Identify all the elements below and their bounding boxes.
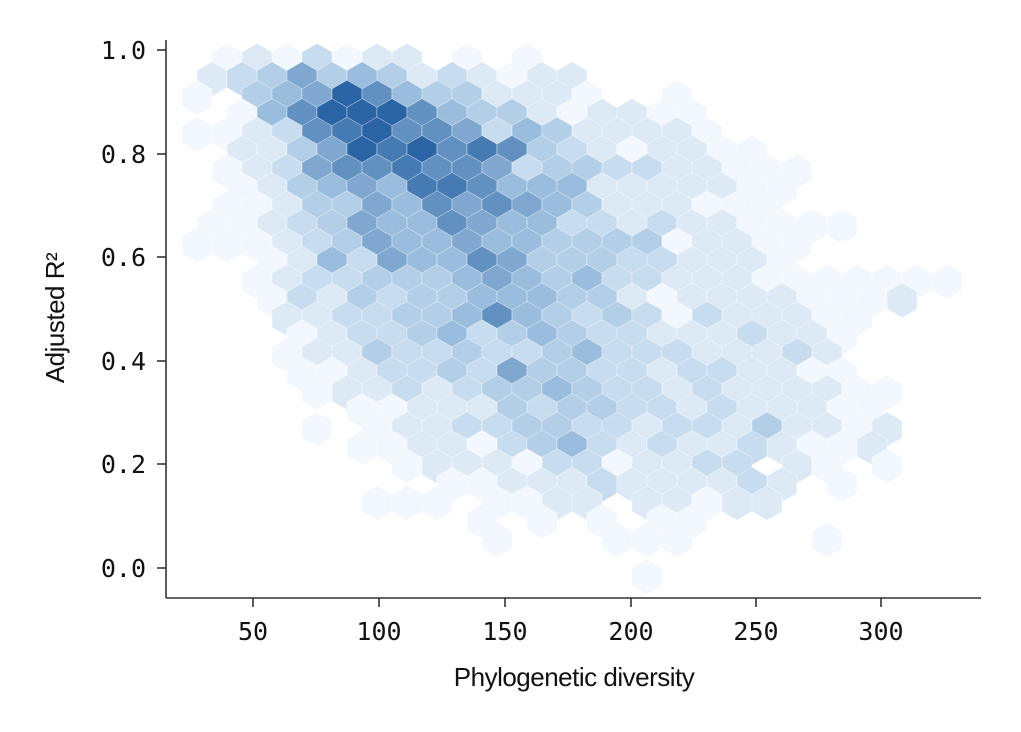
hex-cell xyxy=(811,522,843,558)
hex-cell xyxy=(871,448,903,484)
hex-cell xyxy=(631,559,663,595)
hex-cell xyxy=(181,116,213,153)
hex-cell xyxy=(181,79,213,116)
x-tick-label: 100 xyxy=(356,617,401,646)
x-axis-title: Phylogenetic diversity xyxy=(454,662,695,692)
hex-cell xyxy=(826,208,858,245)
hex-cell xyxy=(421,485,453,521)
hex-cell xyxy=(661,522,693,558)
y-tick-label: 1.0 xyxy=(101,36,146,65)
hexbin-cells xyxy=(181,43,963,595)
hex-cell xyxy=(481,522,513,558)
y-tick-label: 0.0 xyxy=(101,554,146,583)
x-tick-label: 200 xyxy=(608,617,653,646)
hex-cell xyxy=(361,485,393,521)
x-tick-label: 50 xyxy=(238,617,268,646)
x-axis: 50 100 150 200 250 300 Phylogenetic dive… xyxy=(166,597,981,692)
y-tick-label: 0.4 xyxy=(101,347,146,376)
hex-cell xyxy=(826,466,858,503)
hex-cell xyxy=(886,282,918,318)
y-tick-label: 0.2 xyxy=(101,450,146,479)
x-tick-label: 250 xyxy=(733,617,778,646)
hex-cell xyxy=(526,503,558,540)
hex-cell xyxy=(931,264,963,300)
hex-cell xyxy=(301,411,333,447)
y-ticks: 0.0 0.2 0.4 0.6 0.8 1.0 xyxy=(101,36,166,583)
hex-cell xyxy=(751,485,783,521)
hex-cell xyxy=(391,485,423,521)
y-tick-label: 0.8 xyxy=(101,140,146,169)
x-tick-label: 300 xyxy=(858,617,903,646)
y-tick-label: 0.6 xyxy=(101,243,146,272)
y-axis: 0.0 0.2 0.4 0.6 0.8 1.0 Adjusted R² xyxy=(40,36,167,598)
y-axis-title: Adjusted R² xyxy=(40,252,70,383)
x-tick-label: 150 xyxy=(482,617,527,646)
